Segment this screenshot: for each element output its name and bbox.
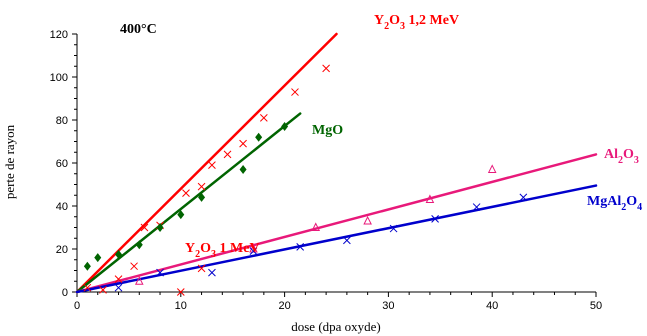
data-point-series-1 — [198, 192, 206, 202]
data-point-series-2 — [425, 194, 435, 204]
y-tick-label: 120 — [50, 29, 68, 41]
data-point-series-0 — [83, 283, 92, 292]
temperature-label: 400°C — [120, 22, 157, 37]
data-point-series-4 — [197, 264, 206, 273]
y-tick-label: 60 — [56, 158, 68, 170]
data-point-series-0 — [291, 88, 299, 96]
data-point-series-0 — [140, 223, 149, 232]
data-point-series-0 — [223, 150, 232, 159]
x-tick-label: 20 — [278, 300, 290, 312]
data-point-series-2 — [311, 222, 321, 231]
data-point-series-1 — [239, 164, 247, 174]
data-point-series-1 — [281, 121, 289, 131]
data-point-series-3 — [472, 203, 481, 211]
data-point-series-2 — [363, 215, 372, 225]
data-point-series-0 — [322, 64, 330, 73]
series-label-3: MgAl2O4 — [587, 194, 642, 213]
x-tick-label: 40 — [486, 300, 498, 312]
data-point-series-3 — [343, 236, 351, 245]
data-points — [83, 64, 528, 296]
data-point-series-2 — [134, 276, 144, 285]
x-tick-label: 30 — [382, 300, 394, 312]
data-point-series-1 — [135, 240, 143, 250]
series-label-2: Al2O3 — [604, 147, 639, 166]
x-tick-label: 10 — [175, 300, 187, 312]
data-point-series-4 — [176, 288, 185, 296]
fit-line-series-0 — [75, 32, 338, 294]
data-point-series-4 — [99, 285, 107, 294]
data-point-series-3 — [296, 242, 305, 251]
data-point-series-3 — [208, 268, 216, 277]
data-point-series-3 — [114, 283, 123, 292]
fit-line-series-1 — [75, 112, 302, 294]
y-tick-label: 40 — [56, 201, 68, 213]
axes: 0 10 20 30 40 50 0 20 40 60 80 100 120 — [50, 29, 602, 312]
data-point-series-1 — [177, 210, 185, 220]
data-point-series-0 — [208, 161, 216, 170]
fit-line-series-2 — [75, 153, 598, 294]
y-axis-label: perte de rayon — [2, 124, 17, 199]
y-tick-label: 80 — [56, 115, 68, 127]
annotations: Y2O3 1,2 MeV MgO Al2O3 MgAl2O4 Y2O3 1 MeV — [185, 13, 642, 260]
data-point-series-3 — [156, 268, 164, 277]
data-point-series-2 — [249, 243, 258, 253]
y-tick-label: 20 — [56, 244, 68, 256]
data-point-series-0 — [182, 189, 190, 197]
y-tick-label: 100 — [50, 72, 68, 84]
data-point-series-0 — [114, 275, 123, 283]
data-point-series-2 — [487, 164, 497, 173]
series-label-0: Y2O3 1,2 MeV — [374, 13, 459, 32]
y-tick-label: 0 — [62, 287, 68, 299]
x-tick-label: 0 — [74, 300, 80, 312]
series-label-4: Y2O3 1 MeV — [185, 241, 260, 260]
data-point-series-0 — [239, 139, 247, 148]
data-point-series-1 — [115, 249, 123, 259]
fit-line-series-3 — [75, 184, 598, 294]
x-tick-label: 50 — [590, 300, 602, 312]
data-point-series-1 — [83, 261, 91, 271]
data-point-series-0 — [259, 113, 268, 122]
x-axis-label: dose (dpa oxyde) — [291, 319, 381, 334]
data-point-series-3 — [249, 247, 258, 256]
fit-lines — [75, 32, 598, 294]
data-point-series-1 — [255, 132, 263, 142]
data-point-series-0 — [130, 262, 138, 271]
data-point-series-1 — [94, 253, 102, 263]
data-point-series-3 — [389, 224, 398, 233]
series-label-1: MgO — [312, 123, 343, 138]
data-point-series-3 — [519, 193, 528, 202]
data-point-series-1 — [156, 223, 164, 232]
data-point-series-0 — [197, 182, 206, 191]
data-point-series-3 — [431, 215, 439, 223]
